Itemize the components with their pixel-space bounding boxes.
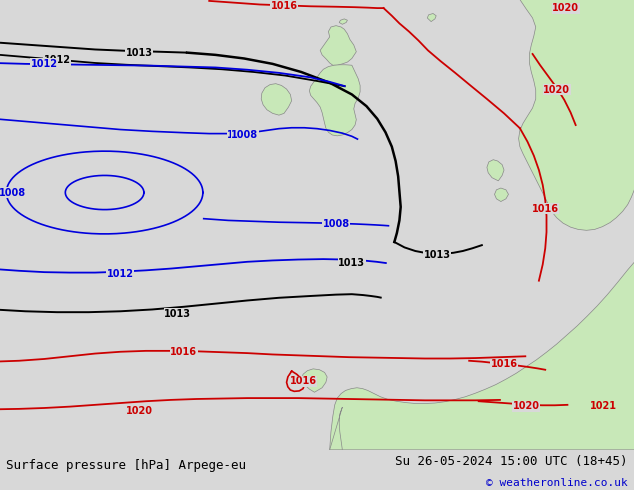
Polygon shape bbox=[487, 160, 504, 181]
Text: 1013: 1013 bbox=[164, 309, 191, 318]
Text: 1012: 1012 bbox=[44, 55, 70, 65]
Text: 1016: 1016 bbox=[290, 376, 316, 387]
Polygon shape bbox=[519, 0, 634, 230]
Text: 1020: 1020 bbox=[126, 406, 153, 416]
Text: 1013: 1013 bbox=[424, 249, 451, 260]
Text: 1016: 1016 bbox=[491, 359, 517, 369]
Text: 1020: 1020 bbox=[513, 401, 540, 411]
Polygon shape bbox=[339, 19, 347, 24]
Text: 1021: 1021 bbox=[590, 401, 617, 411]
Text: 1008: 1008 bbox=[228, 130, 254, 140]
Text: 1008: 1008 bbox=[0, 188, 26, 197]
Text: 1020: 1020 bbox=[552, 3, 579, 13]
Text: 1008: 1008 bbox=[231, 130, 258, 140]
Polygon shape bbox=[302, 369, 327, 392]
Text: 1016: 1016 bbox=[271, 1, 297, 11]
Polygon shape bbox=[495, 188, 508, 201]
Polygon shape bbox=[261, 84, 292, 115]
Text: Su 26-05-2024 15:00 UTC (18+45): Su 26-05-2024 15:00 UTC (18+45) bbox=[395, 455, 628, 467]
Text: 1012: 1012 bbox=[31, 59, 58, 69]
Text: 1012: 1012 bbox=[107, 270, 134, 279]
Polygon shape bbox=[330, 262, 634, 450]
Polygon shape bbox=[330, 407, 342, 450]
Text: Surface pressure [hPa] Arpege-eu: Surface pressure [hPa] Arpege-eu bbox=[6, 460, 247, 472]
Text: 1013: 1013 bbox=[126, 48, 153, 58]
Text: 1020: 1020 bbox=[543, 85, 570, 95]
Text: 1008: 1008 bbox=[323, 219, 349, 229]
Text: 1013: 1013 bbox=[339, 258, 365, 268]
Polygon shape bbox=[320, 25, 356, 65]
Polygon shape bbox=[309, 65, 360, 136]
Text: © weatheronline.co.uk: © weatheronline.co.uk bbox=[486, 478, 628, 488]
Text: 1016: 1016 bbox=[171, 347, 197, 357]
Text: 1016: 1016 bbox=[532, 204, 559, 214]
Polygon shape bbox=[427, 14, 436, 22]
